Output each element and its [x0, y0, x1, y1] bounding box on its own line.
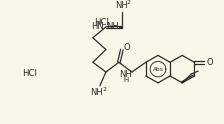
Text: NH: NH — [90, 88, 103, 97]
Text: O: O — [206, 58, 213, 67]
Text: NH: NH — [119, 70, 132, 78]
Text: HCl: HCl — [95, 18, 110, 27]
Text: 2: 2 — [103, 87, 107, 92]
Text: 2: 2 — [127, 0, 131, 5]
Text: NH: NH — [116, 1, 128, 10]
Text: HN: HN — [91, 22, 104, 31]
Text: H: H — [123, 77, 129, 83]
Text: NH: NH — [106, 22, 119, 31]
Text: HCl: HCl — [23, 69, 37, 78]
Text: O: O — [124, 43, 130, 52]
Text: Abs: Abs — [153, 67, 164, 72]
